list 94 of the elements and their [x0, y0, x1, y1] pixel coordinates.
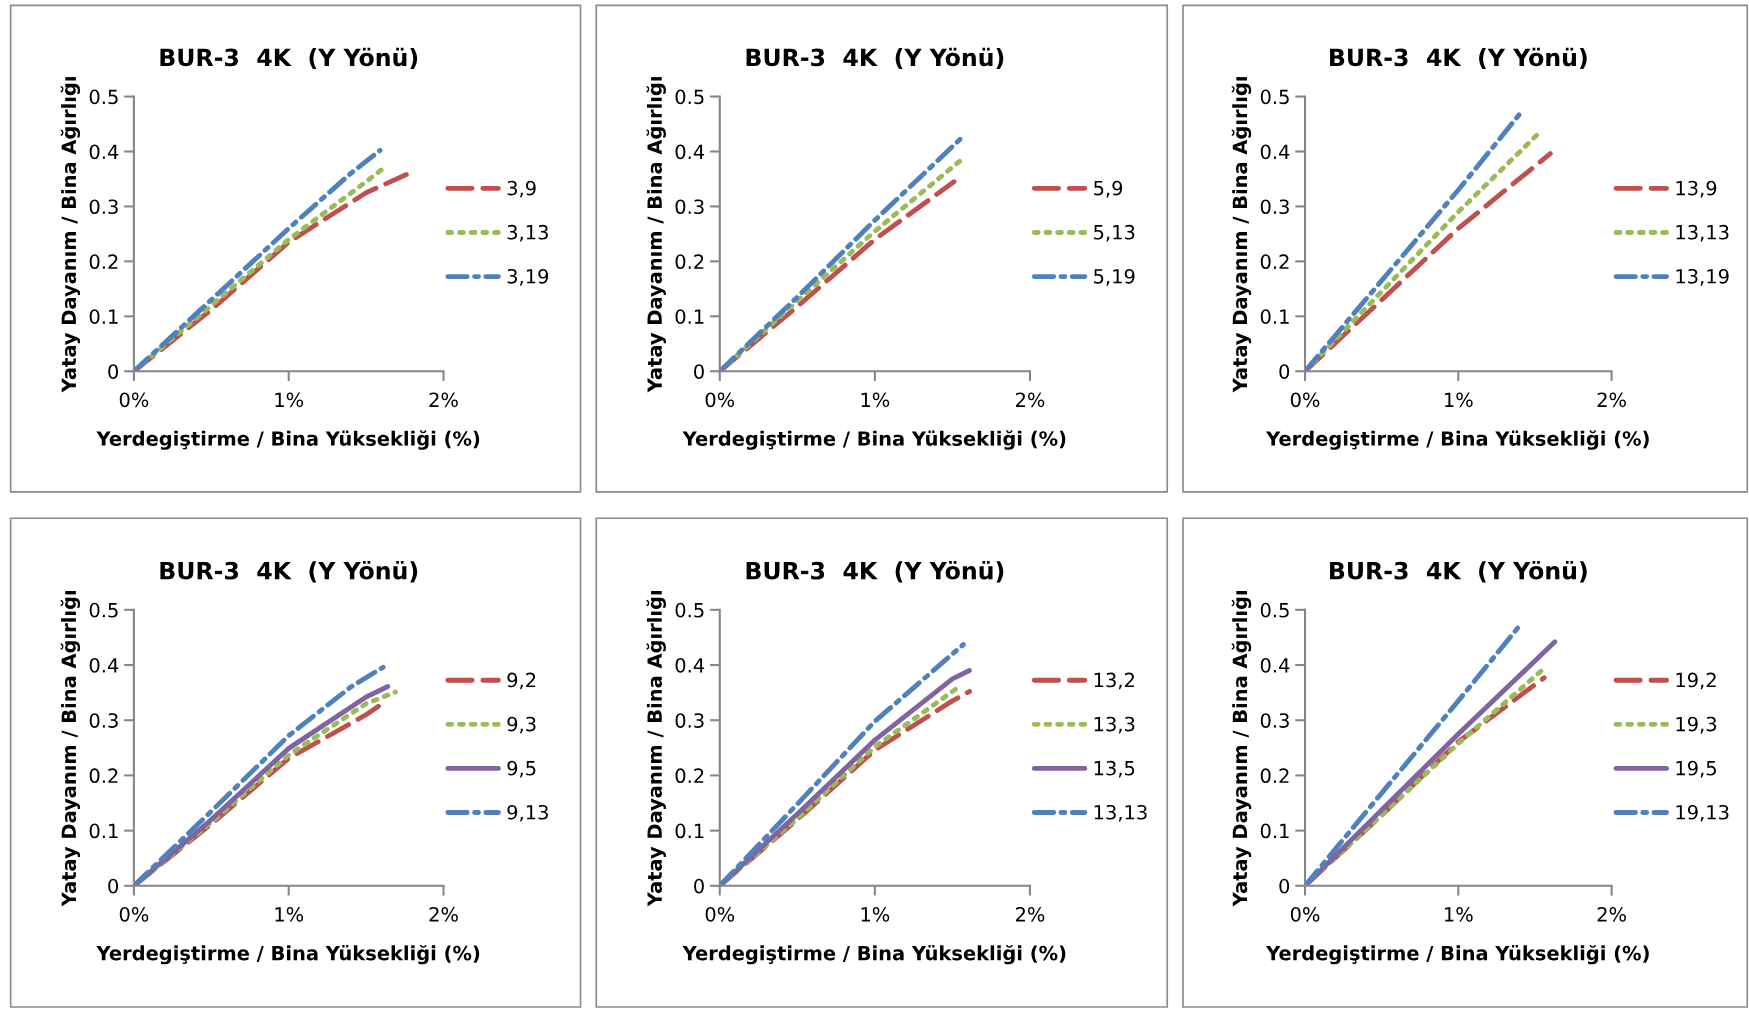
y-tick-label: 0.3 — [1260, 713, 1289, 728]
legend-label: 3,9 — [507, 180, 536, 198]
legend-label: 19,13 — [1676, 804, 1729, 822]
x-tick-label: 1% — [1445, 906, 1473, 922]
y-axis-title: Yatay Dayanım / Bina Ağırlığı — [646, 591, 666, 907]
y-axis-title: Yatay Dayanım / Bina Ağırlığı — [1231, 77, 1252, 393]
y-tick-label: 0.1 — [675, 823, 704, 839]
x-tick-label: 1% — [861, 906, 890, 922]
y-tick-label: 0 — [108, 364, 119, 379]
y-tick-label: 0.3 — [89, 713, 118, 728]
chart-title: BUR-3 4K (Y Yönü) — [160, 561, 418, 583]
y-tick-label: 0.4 — [675, 144, 705, 160]
x-tick-label: 2% — [1597, 392, 1626, 408]
legend-label: 13,13 — [1094, 804, 1147, 822]
y-tick-label: 0.3 — [675, 713, 704, 728]
x-tick-label: 2% — [429, 392, 458, 408]
x-axis-title: Yerdegiştirme / Bina Yüksekliği (%) — [682, 944, 1066, 965]
legend-label: 5,9 — [1094, 180, 1123, 198]
y-tick-label: 0.4 — [675, 657, 705, 673]
y-tick-label: 0.5 — [675, 89, 704, 105]
y-tick-label: 0.5 — [675, 602, 704, 618]
legend-label: 13,9 — [1676, 180, 1717, 198]
y-tick-label: 0 — [694, 878, 704, 894]
y-axis-title: Yatay Dayanım / Bina Ağırlığı — [1231, 591, 1252, 907]
y-tick-label: 0.3 — [675, 199, 704, 215]
x-tick-label: 0% — [705, 392, 735, 408]
y-tick-label: 0.1 — [89, 823, 118, 839]
legend-label: 3,19 — [507, 268, 549, 286]
legend-label: 5,13 — [1094, 224, 1135, 242]
legend-label: 9,2 — [507, 672, 536, 690]
x-tick-label: 2% — [1015, 392, 1045, 408]
y-tick-label: 0.1 — [675, 309, 704, 324]
x-tick-label: 0% — [1290, 392, 1320, 408]
y-tick-label: 0.2 — [89, 768, 118, 784]
x-tick-label: 0% — [1290, 906, 1320, 922]
x-axis-title: Yerdegiştirme / Bina Yüksekliği (%) — [96, 944, 480, 965]
y-tick-label: 0 — [1279, 878, 1290, 894]
legend-label: 13,5 — [1094, 760, 1135, 778]
x-tick-label: 2% — [429, 906, 458, 922]
y-tick-label: 0.5 — [1260, 89, 1289, 105]
x-axis-title: Yerdegiştirme / Bina Yüksekliği (%) — [96, 430, 480, 450]
x-tick-label: 1% — [275, 906, 304, 922]
x-tick-label: 2% — [1015, 906, 1045, 922]
legend-label: 3,13 — [507, 224, 548, 242]
x-tick-label: 1% — [1445, 392, 1473, 408]
y-tick-label: 0 — [108, 878, 119, 894]
y-axis-title: Yatay Dayanım / Bina Ağırlığı — [60, 77, 81, 393]
legend-label: 13,13 — [1676, 224, 1729, 242]
x-tick-label: 1% — [275, 392, 304, 408]
x-tick-label: 0% — [705, 906, 735, 922]
chart-title: BUR-3 4K (Y Yönü) — [746, 561, 1004, 583]
chart-title: BUR-3 4K (Y Yönü) — [160, 47, 418, 70]
legend-label: 19,2 — [1676, 672, 1716, 690]
y-tick-label: 0.2 — [675, 254, 704, 270]
y-axis-title: Yatay Dayanım / Bina Ağırlığı — [60, 591, 81, 907]
x-axis-title: Yerdegiştirme / Bina Yüksekliği (%) — [1265, 944, 1649, 965]
legend-label: 9,5 — [507, 760, 536, 778]
x-tick-label: 0% — [119, 392, 149, 408]
y-tick-label: 0.2 — [89, 254, 118, 270]
y-tick-label: 0.5 — [89, 89, 118, 105]
y-tick-label: 0.3 — [89, 199, 118, 215]
legend-label: 13,19 — [1676, 268, 1729, 286]
legend-label: 19,3 — [1676, 716, 1717, 734]
legend-label: 5,19 — [1094, 268, 1135, 286]
y-axis-title: Yatay Dayanım / Bina Ağırlığı — [646, 77, 666, 393]
y-tick-label: 0.1 — [1260, 823, 1289, 839]
legend-label: 19,5 — [1676, 760, 1716, 778]
y-tick-label: 0.5 — [1260, 602, 1289, 618]
y-tick-label: 0 — [694, 364, 704, 379]
x-tick-label: 2% — [1597, 906, 1626, 922]
legend-label: 9,13 — [507, 804, 548, 822]
y-tick-label: 0 — [1279, 364, 1290, 379]
y-tick-label: 0.1 — [1260, 309, 1289, 324]
y-tick-label: 0.2 — [675, 768, 704, 784]
x-axis-title: Yerdegiştirme / Bina Yüksekliği (%) — [1265, 430, 1649, 450]
y-tick-label: 0.1 — [89, 309, 118, 324]
chart-title: BUR-3 4K (Y Yönü) — [1330, 47, 1587, 70]
y-tick-label: 0.2 — [1260, 768, 1289, 784]
legend-label: 9,3 — [507, 716, 536, 734]
y-tick-label: 0.4 — [89, 144, 119, 160]
legend-label: 13,2 — [1094, 672, 1134, 690]
y-tick-label: 0.4 — [1260, 144, 1290, 160]
y-tick-label: 0.3 — [1260, 199, 1289, 215]
y-tick-label: 0.4 — [89, 657, 119, 673]
y-tick-label: 0.2 — [1260, 254, 1289, 270]
x-tick-label: 0% — [119, 906, 149, 922]
legend-label: 13,3 — [1094, 716, 1135, 734]
chart-title: BUR-3 4K (Y Yönü) — [1330, 561, 1587, 583]
y-tick-label: 0.5 — [89, 602, 118, 618]
line-series — [1305, 625, 1521, 886]
y-tick-label: 0.4 — [1260, 657, 1290, 673]
x-tick-label: 1% — [861, 392, 890, 408]
x-axis-title: Yerdegiştirme / Bina Yüksekliği (%) — [682, 430, 1066, 450]
chart-title: BUR-3 4K (Y Yönü) — [746, 47, 1004, 70]
